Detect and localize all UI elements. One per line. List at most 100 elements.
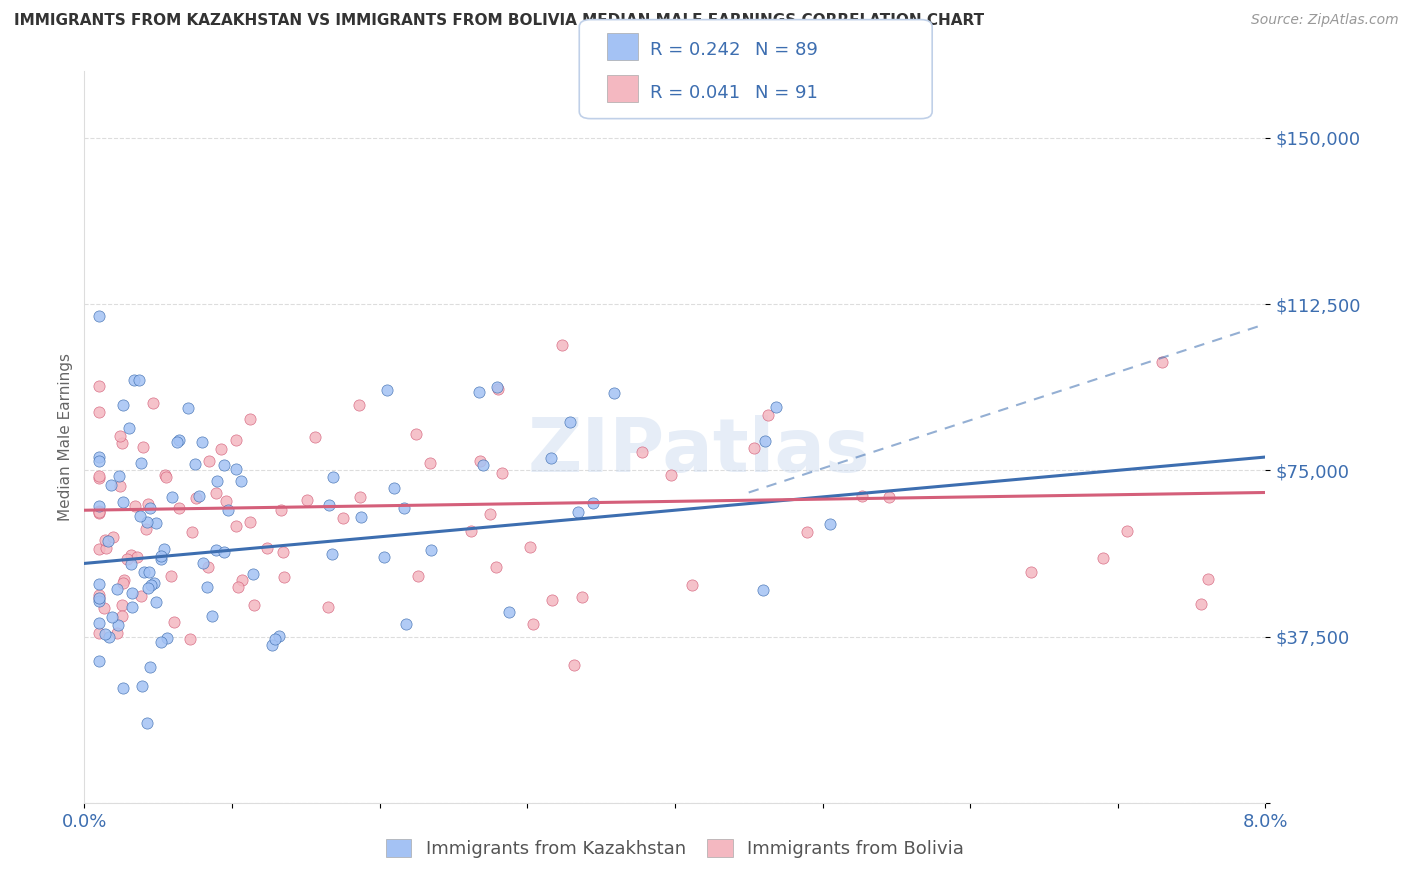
Point bbox=[101, 531, 124, 545]
Point bbox=[491, 466, 513, 480]
Point bbox=[209, 442, 232, 457]
Text: R = 0.041: R = 0.041 bbox=[650, 84, 740, 102]
Point bbox=[93, 601, 115, 615]
Point bbox=[818, 517, 841, 532]
Point bbox=[212, 545, 235, 559]
Point bbox=[128, 508, 150, 523]
Point bbox=[87, 499, 111, 513]
Point bbox=[1197, 572, 1219, 586]
Point bbox=[150, 549, 173, 563]
Point bbox=[498, 605, 520, 619]
Point bbox=[110, 428, 132, 442]
Point bbox=[522, 617, 544, 632]
Point bbox=[111, 608, 134, 623]
Point bbox=[87, 309, 111, 323]
Point bbox=[100, 478, 122, 492]
Point bbox=[96, 541, 118, 555]
Point bbox=[167, 434, 190, 448]
Point bbox=[87, 505, 111, 519]
Point bbox=[270, 503, 292, 517]
Point bbox=[101, 610, 124, 624]
Text: N = 91: N = 91 bbox=[755, 84, 818, 102]
Point bbox=[460, 524, 482, 538]
Point bbox=[630, 445, 652, 459]
Point bbox=[108, 468, 131, 483]
Point bbox=[177, 401, 200, 415]
Point bbox=[322, 470, 344, 484]
Point bbox=[373, 550, 395, 565]
Point bbox=[186, 491, 208, 505]
Point bbox=[754, 434, 776, 449]
Point bbox=[184, 457, 207, 471]
Point bbox=[132, 566, 155, 580]
Point bbox=[571, 590, 593, 604]
Point bbox=[204, 542, 226, 557]
Point bbox=[231, 574, 253, 588]
Point bbox=[472, 458, 495, 472]
Point bbox=[239, 516, 262, 530]
Point bbox=[87, 654, 111, 668]
Point bbox=[87, 469, 111, 483]
Point bbox=[112, 573, 135, 587]
Point bbox=[263, 632, 285, 646]
Point bbox=[405, 427, 427, 442]
Point bbox=[486, 382, 509, 396]
Point bbox=[135, 716, 157, 731]
Point bbox=[87, 591, 111, 605]
Y-axis label: Median Male Earnings: Median Male Earnings bbox=[58, 353, 73, 521]
Point bbox=[1115, 524, 1137, 539]
Point bbox=[752, 583, 775, 598]
Text: N = 89: N = 89 bbox=[755, 42, 818, 60]
Point bbox=[225, 433, 247, 447]
Point bbox=[153, 541, 176, 556]
Point bbox=[87, 591, 111, 605]
Point bbox=[87, 450, 111, 464]
Point bbox=[138, 501, 160, 516]
Point bbox=[239, 411, 262, 425]
Point bbox=[295, 493, 318, 508]
Point bbox=[226, 580, 249, 594]
Point bbox=[681, 578, 703, 592]
Point bbox=[1189, 597, 1212, 611]
Point bbox=[129, 589, 152, 603]
Point bbox=[382, 481, 405, 495]
Point bbox=[271, 545, 294, 559]
Point bbox=[110, 598, 132, 612]
Point bbox=[375, 383, 398, 397]
Point bbox=[160, 490, 183, 504]
Point bbox=[567, 505, 589, 519]
Point bbox=[392, 500, 415, 515]
Point bbox=[1019, 566, 1042, 580]
Point bbox=[111, 436, 134, 450]
Point bbox=[112, 575, 135, 590]
Point bbox=[145, 516, 167, 530]
Point bbox=[142, 396, 165, 410]
Point bbox=[560, 416, 582, 430]
Point bbox=[225, 519, 247, 533]
Point bbox=[125, 549, 148, 564]
Point bbox=[121, 600, 143, 615]
Point bbox=[97, 533, 120, 548]
Point bbox=[395, 617, 418, 632]
Point bbox=[198, 454, 221, 468]
Point bbox=[136, 581, 159, 595]
Point bbox=[155, 631, 177, 645]
Point bbox=[98, 630, 121, 644]
Point bbox=[145, 595, 167, 609]
Point bbox=[243, 599, 266, 613]
Point bbox=[269, 629, 291, 643]
Point bbox=[519, 540, 541, 554]
Point bbox=[273, 570, 295, 584]
Point bbox=[120, 557, 142, 571]
Point bbox=[124, 500, 146, 514]
Point bbox=[205, 486, 228, 500]
Point bbox=[406, 568, 429, 582]
Point bbox=[332, 510, 354, 524]
Point bbox=[131, 680, 153, 694]
Point bbox=[479, 507, 502, 521]
Point bbox=[167, 501, 190, 516]
Point bbox=[87, 379, 111, 393]
Point bbox=[349, 490, 371, 504]
Point bbox=[318, 498, 340, 512]
Point bbox=[153, 467, 176, 482]
